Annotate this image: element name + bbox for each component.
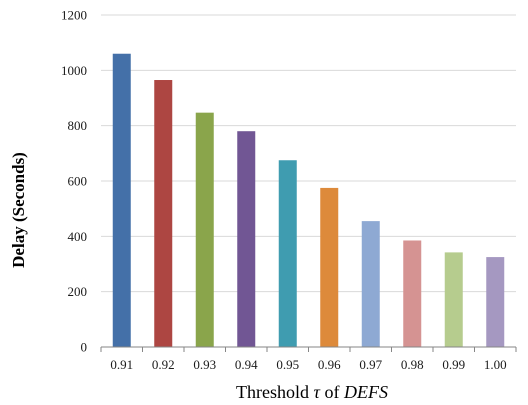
y-tick-label: 0 [81,340,88,355]
y-tick-label: 800 [68,118,88,133]
bar-0.98 [403,240,422,347]
bar-0.93 [195,112,214,347]
bar-0.95 [278,160,297,347]
x-tick-label: 0.92 [152,357,175,372]
y-tick-label: 200 [68,284,88,299]
x-tick-label: 0.98 [401,357,424,372]
x-axis-title-tau: τ [314,382,321,402]
x-tick-label: 0.93 [193,357,216,372]
bar-0.91 [112,53,131,347]
y-axis-ticks: 0 200 400 600 800 1000 1200 [61,8,87,355]
x-tick-label: 0.95 [276,357,299,372]
y-tick-label: 1000 [61,63,87,78]
y-tick-label: 1200 [61,8,87,23]
x-axis-title-middle: of [320,382,344,402]
x-tick-label: 0.94 [235,357,258,372]
bar-0.94 [237,131,256,347]
x-tick-label: 0.97 [359,357,382,372]
bar-0.99 [444,252,463,347]
x-axis-title-prefix: Threshold [236,382,313,402]
x-tick-label: 0.99 [442,357,465,372]
bar-0.96 [320,187,339,347]
y-axis-title: Delay (Seconds) [9,152,28,268]
bar-1.00 [486,257,505,347]
x-axis-title-name: DEFS [343,382,388,402]
x-tick-label: 1.00 [484,357,507,372]
x-axis-title: Threshold τ of DEFS [236,382,388,402]
x-tick-label: 0.91 [110,357,133,372]
y-tick-label: 600 [68,174,88,189]
x-axis-ticks: 0.91 0.92 0.93 0.94 0.95 0.96 0.97 0.98 0.99 1.00 [100,347,517,372]
x-tick-label: 0.96 [318,357,341,372]
bars [112,53,505,348]
bar-0.92 [154,80,173,348]
y-tick-label: 400 [68,229,88,244]
bar-0.97 [361,221,380,347]
